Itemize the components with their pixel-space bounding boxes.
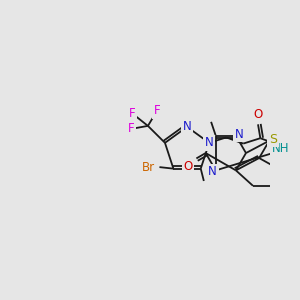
Text: S: S <box>269 133 277 146</box>
Text: O: O <box>183 160 193 172</box>
Text: F: F <box>129 107 136 120</box>
Text: F: F <box>154 104 160 117</box>
Text: NH: NH <box>272 142 289 155</box>
Text: N: N <box>208 165 217 178</box>
Text: F: F <box>128 122 134 136</box>
Text: N: N <box>205 136 214 149</box>
Text: N: N <box>183 120 191 134</box>
Text: Br: Br <box>142 160 155 174</box>
Text: N: N <box>235 128 243 141</box>
Text: O: O <box>254 108 262 121</box>
